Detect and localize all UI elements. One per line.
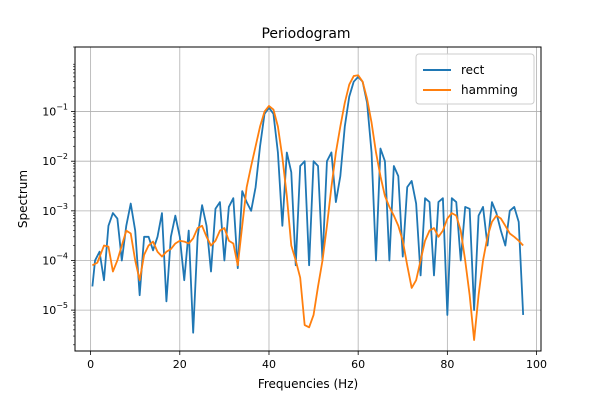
y-tick-label-exponent: −3 xyxy=(56,202,68,211)
y-tick-label-base: 10 xyxy=(42,106,56,119)
legend-label-rect: rect xyxy=(461,63,485,77)
y-tick-label-exponent: −4 xyxy=(56,251,68,260)
legend-label-hamming: hamming xyxy=(461,83,518,97)
y-axis: 10−510−410−310−210−1 xyxy=(42,46,75,346)
y-tick-label-base: 10 xyxy=(42,304,56,317)
y-axis-title: Spectrum xyxy=(16,170,30,228)
y-tick-label-exponent: −2 xyxy=(56,152,68,161)
y-tick-label: 10−4 xyxy=(42,251,68,267)
y-tick-label: 10−3 xyxy=(42,202,68,218)
x-tick-label: 60 xyxy=(351,358,365,371)
x-tick-label: 80 xyxy=(440,358,454,371)
y-tick-label-base: 10 xyxy=(42,205,56,218)
x-tick-label: 0 xyxy=(87,358,94,371)
legend-box xyxy=(415,53,535,105)
y-tick-label-exponent: −1 xyxy=(56,103,68,112)
x-axis-title: Frequencies (Hz) xyxy=(258,377,358,391)
x-tick-label: 40 xyxy=(262,358,276,371)
grid-lines xyxy=(75,47,541,351)
y-tick-label-exponent: −5 xyxy=(56,301,68,310)
legend: rect hamming xyxy=(415,53,535,105)
series-line-rect xyxy=(91,75,525,334)
x-axis: 0 20 40 60 80 100 xyxy=(87,351,547,371)
y-tick-label-base: 10 xyxy=(42,254,56,267)
y-tick-label-base: 10 xyxy=(42,155,56,168)
y-tick-label: 10−2 xyxy=(42,152,68,168)
series-lines xyxy=(91,74,525,341)
plot-frame xyxy=(74,46,542,352)
x-tick-label: 20 xyxy=(173,358,187,371)
y-tick-label: 10−5 xyxy=(42,301,68,317)
y-tick-label: 10−1 xyxy=(42,103,68,119)
series-line-hamming xyxy=(91,74,524,341)
x-tick-label: 100 xyxy=(526,358,547,371)
chart-title: Periodogram xyxy=(261,26,350,42)
